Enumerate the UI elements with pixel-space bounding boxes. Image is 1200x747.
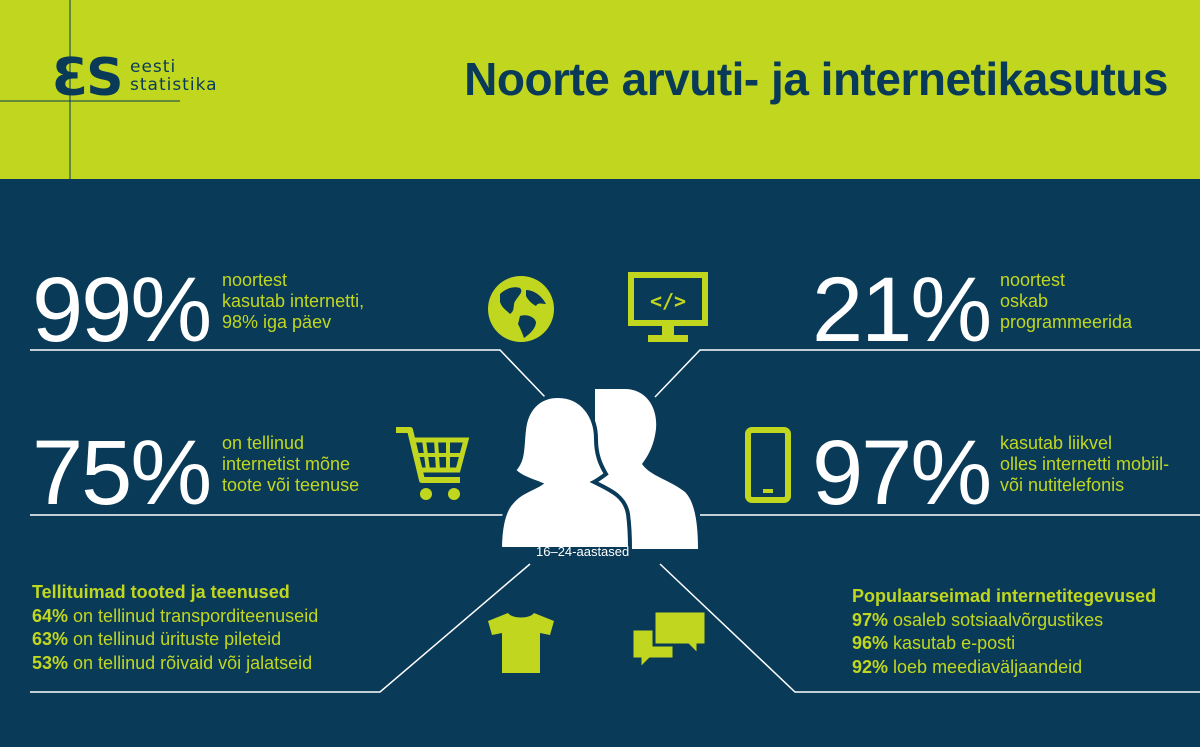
people-silhouette-icon <box>500 389 698 549</box>
list-item: 64% on tellinud transporditeenuseid <box>32 605 318 629</box>
connector-lines <box>30 349 1200 693</box>
shopping-cart-icon <box>396 427 470 500</box>
logo-line-2: statistika <box>130 75 218 95</box>
globe-icon <box>488 276 554 342</box>
list-item-text: loeb meediaväljaandeid <box>888 656 1083 677</box>
logo-crosshair-lines <box>0 0 180 179</box>
stat-value-online-orders: 75% <box>32 422 212 524</box>
top-activities-heading: Populaarseimad internetitegevused <box>852 586 1157 606</box>
page-title: Noorte arvuti- ja internetikasutus <box>464 53 1168 105</box>
stat-text-programming: noortest oskab programmeerida <box>1000 270 1133 332</box>
computer-code-icon: </> <box>628 272 708 342</box>
list-item-text: on tellinud ürituste pileteid <box>68 629 282 649</box>
list-item-text: on tellinud transporditeenuseid <box>68 605 319 626</box>
logo-wordmark: eesti statistika <box>130 58 218 94</box>
top-activities-list: Populaarseimad internetitegevused 97% os… <box>852 585 1156 679</box>
list-item: 63% on tellinud ürituste pileteid <box>32 628 318 652</box>
stat-value-programming: 21% <box>812 259 992 361</box>
top-orders-heading: Tellituimad tooted ja teenused <box>32 582 290 602</box>
list-item: 53% on tellinud rõivaid või jalatseid <box>32 652 318 676</box>
infographic-body: 99% noortest kasutab internetti, 98% iga… <box>0 179 1200 747</box>
top-orders-list: Tellituimad tooted ja teenused 64% on te… <box>32 581 318 675</box>
list-item-pct: 63% <box>32 629 69 649</box>
list-item-pct: 96% <box>852 633 889 653</box>
tshirt-icon <box>488 613 554 673</box>
list-item-pct: 53% <box>32 652 69 673</box>
list-item-pct: 97% <box>852 609 889 630</box>
logo-line-1: eesti <box>130 57 177 77</box>
list-item-text: on tellinud rõivaid või jalatseid <box>68 652 313 673</box>
list-item: 96% kasutab e-posti <box>852 632 1156 656</box>
stat-text-online-orders: on tellinud internetist mõne toote või t… <box>222 433 360 495</box>
chat-bubbles-icon <box>630 609 708 673</box>
list-item-text: kasutab e-posti <box>888 633 1016 653</box>
list-item: 92% loeb meediaväljaandeid <box>852 656 1156 680</box>
list-item-pct: 92% <box>852 656 889 677</box>
smartphone-icon <box>745 427 791 503</box>
svg-text:</>: </> <box>650 289 686 313</box>
stat-text-mobile-internet: kasutab liikvel olles internetti mobiil-… <box>1000 433 1170 495</box>
header-banner: ƐS eesti statistika Noorte arvuti- ja in… <box>0 0 1200 179</box>
list-item-text: osaleb sotsiaalvõrgustikes <box>888 609 1104 630</box>
stat-value-internet-use: 99% <box>32 259 212 361</box>
stat-value-mobile-internet: 97% <box>812 422 992 524</box>
list-item: 97% osaleb sotsiaalvõrgustikes <box>852 609 1156 633</box>
list-item-pct: 64% <box>32 605 69 626</box>
stat-text-internet-use: noortest kasutab internetti, 98% iga päe… <box>222 270 365 332</box>
age-group-label: 16–24-aastased <box>536 544 630 559</box>
logo-mark: ƐS <box>52 48 124 108</box>
